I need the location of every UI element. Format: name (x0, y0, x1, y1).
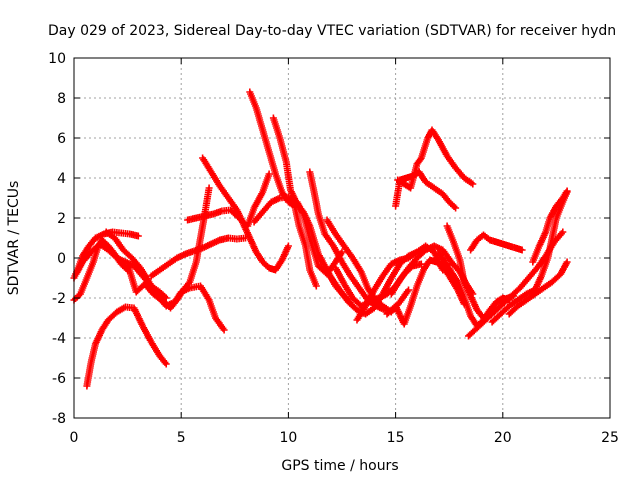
y-tick-label: 6 (57, 131, 66, 147)
chart-title: Day 029 of 2023, Sidereal Day-to-day VTE… (48, 23, 616, 39)
y-tick-label: 2 (57, 211, 66, 227)
y-tick-label: -4 (52, 331, 66, 347)
series-arc-26 (488, 188, 571, 326)
x-tick-label: 20 (494, 430, 512, 446)
y-tick-label: -2 (52, 291, 66, 307)
series-arc-10 (246, 88, 320, 290)
y-tick-label: 10 (48, 51, 66, 67)
x-tick-label: 15 (387, 430, 405, 446)
series-arc-6 (124, 184, 213, 312)
y-tick-label: 8 (57, 91, 66, 107)
y-tick-label: 0 (57, 251, 66, 267)
series-arc-19 (394, 126, 477, 192)
data-markers-arc-23 (443, 222, 513, 322)
data-markers-arc-17 (353, 242, 447, 324)
data-markers-arc-9 (199, 154, 292, 274)
y-tick-label: -8 (52, 411, 66, 427)
series-arc-23 (443, 222, 513, 322)
plot-frame (73, 57, 611, 419)
series-arc-7 (147, 234, 249, 280)
data-markers-arc-12 (250, 193, 346, 278)
tick-layer: 0 5 10 15 20 25 -8 -6 -4 -2 0 2 4 6 8 10 (48, 51, 619, 446)
data-markers-arc-28 (529, 187, 571, 266)
x-tick-label: 5 (177, 430, 186, 446)
data-markers-arc-3 (83, 303, 170, 390)
x-tick-label: 25 (601, 430, 619, 446)
series-arc-28 (529, 187, 571, 266)
data-markers-arc-6 (124, 184, 213, 312)
x-axis-title: GPS time / hours (281, 458, 398, 474)
series-arc-24 (467, 231, 526, 254)
series-arc-17 (353, 242, 447, 324)
data-markers-arc-19 (394, 126, 477, 192)
data-markers-arc-24 (467, 231, 526, 254)
data-markers-arc-26 (488, 188, 571, 326)
y-tick-label: -6 (52, 371, 66, 387)
frame-layer (73, 57, 611, 419)
data-markers-arc-7 (147, 234, 249, 280)
x-tick-label: 10 (279, 430, 297, 446)
x-tick-label: 0 (70, 430, 79, 446)
data-layer (70, 88, 571, 390)
series-arc-27 (505, 258, 571, 318)
y-tick-label: 4 (57, 171, 66, 187)
y-axis-title: SDTVAR / TECUs (6, 181, 22, 296)
series-arc-12 (250, 193, 346, 278)
data-markers-arc-27 (505, 258, 571, 318)
series-arc-9 (199, 154, 292, 274)
data-markers-arc-10 (246, 88, 320, 290)
series-arc-3 (83, 303, 170, 390)
